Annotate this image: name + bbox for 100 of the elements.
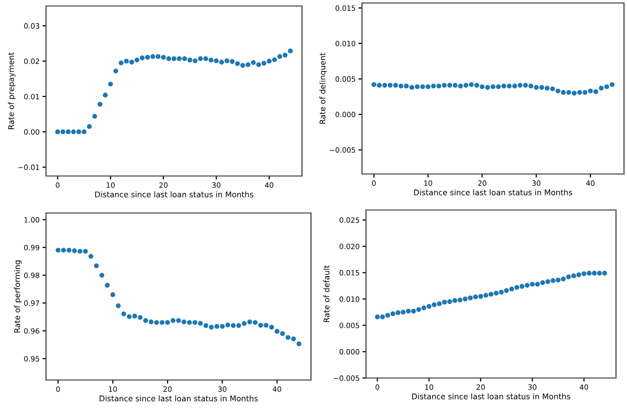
point [94,263,99,268]
point [396,310,400,316]
point [586,270,592,276]
point [436,301,442,306]
point [400,310,406,315]
point [250,60,256,65]
point [208,58,214,62]
point [560,90,566,95]
point [588,88,593,94]
point [598,86,604,91]
point [436,84,442,88]
point [121,311,126,316]
point [520,284,524,289]
point [214,58,219,64]
point [452,298,458,303]
point [247,320,252,324]
point [421,306,426,310]
point [406,308,411,314]
point [60,129,66,134]
point [514,285,520,290]
point [388,82,393,88]
point [182,320,186,324]
point [99,272,104,278]
point [291,336,296,342]
point [535,282,540,287]
point [225,322,230,328]
point [258,322,264,328]
point [490,84,496,90]
point [145,54,150,60]
point [380,314,385,320]
point [220,324,225,329]
point [468,296,473,300]
point [187,58,192,62]
point [432,302,437,308]
point [404,84,409,88]
point [528,84,534,88]
point [431,84,436,88]
point [55,129,60,134]
point [242,321,247,326]
point [376,82,382,88]
point [442,82,447,88]
point [154,320,160,325]
point [156,54,161,59]
point [545,279,550,284]
point [572,90,577,96]
point [76,129,82,134]
point [539,85,544,90]
point [374,314,380,320]
point [170,318,176,323]
point [566,274,571,280]
point [116,303,121,308]
point [71,129,76,134]
point [393,82,398,88]
point [494,290,499,296]
point [534,85,539,90]
point [86,124,92,129]
point [550,86,555,92]
point [203,56,208,62]
point [102,92,108,98]
point [56,248,60,253]
point [458,84,463,88]
point [172,56,176,62]
point [524,282,530,288]
point [409,85,414,90]
point [411,308,416,314]
point [246,62,250,68]
point [148,320,154,324]
point [208,324,214,330]
point [288,48,293,54]
point [214,324,220,329]
point [566,90,572,95]
point [577,90,582,95]
point [560,276,566,282]
point [150,54,156,59]
point [282,52,288,58]
point [88,254,94,259]
point [224,58,230,64]
point [138,315,143,320]
point [483,292,488,298]
point [192,320,198,325]
point [602,270,608,276]
point [416,307,422,312]
point [280,331,285,336]
point [143,318,148,323]
point [198,56,203,62]
point [203,323,208,328]
point [161,54,166,60]
point [582,90,588,95]
point [262,60,266,66]
point [61,248,66,253]
point [230,59,235,64]
point [447,299,452,304]
point [556,278,561,282]
point [372,82,376,88]
point [464,82,468,88]
point [192,58,198,64]
point [414,84,420,90]
point [124,58,129,64]
point [256,62,262,68]
point [126,314,132,320]
